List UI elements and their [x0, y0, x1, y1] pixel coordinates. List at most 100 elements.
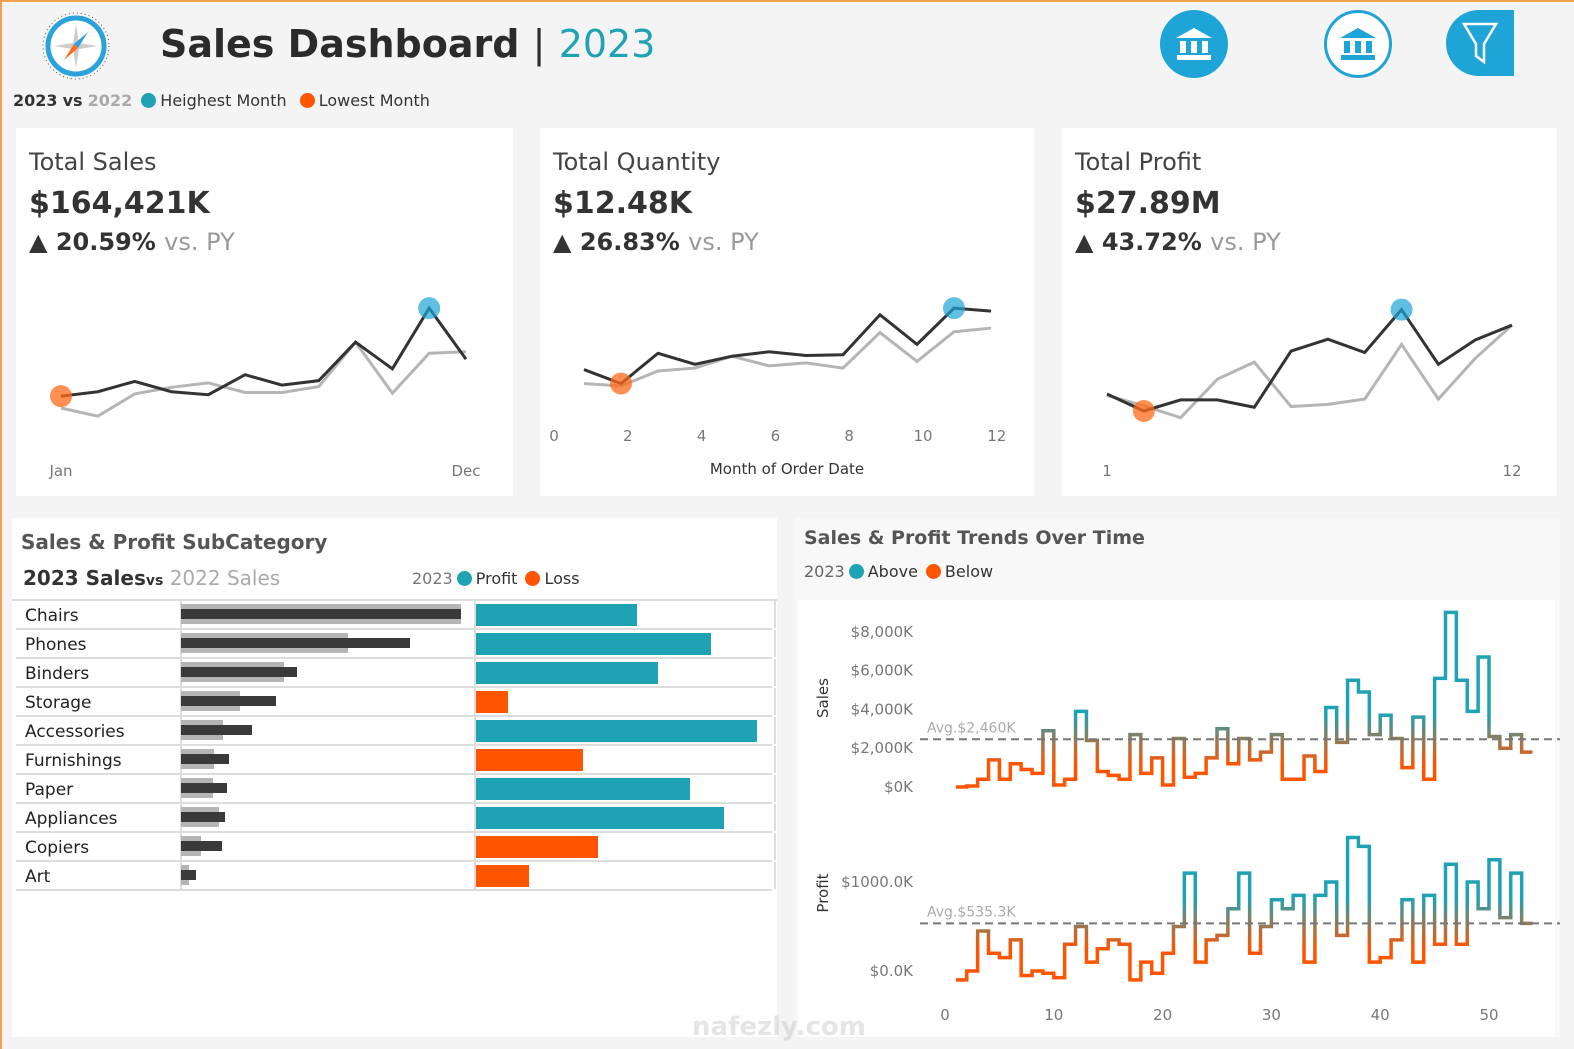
sales-axis-tick: $6,000K — [851, 662, 914, 680]
subcategory-row[interactable]: Copiers — [16, 833, 776, 862]
subcategory-row[interactable]: Paper — [16, 775, 776, 804]
profit-dot-icon — [456, 571, 472, 586]
subcategory-row[interactable]: Binders — [16, 659, 776, 688]
subcategory-label: Appliances — [25, 809, 118, 829]
sales-axis-title: Sales — [814, 678, 832, 718]
legend-below: Below — [944, 562, 994, 581]
watermark: nafezly.com — [692, 1012, 866, 1042]
axis-tick-label: 0 — [549, 427, 559, 445]
subcategory-label: Binders — [25, 664, 90, 684]
axis-tick-label: 12 — [987, 427, 1006, 445]
up-arrow-icon: ▲ — [29, 228, 48, 256]
sales-2023-bar[interactable] — [181, 725, 252, 735]
cur-year-line — [1106, 307, 1513, 413]
filter-icon[interactable] — [1446, 10, 1514, 76]
x-axis-tick: 20 — [1153, 1006, 1172, 1024]
prev-year-line — [1106, 324, 1514, 420]
bank-outline-icon[interactable] — [1324, 10, 1392, 78]
sales-2023-bar[interactable] — [181, 783, 227, 793]
axis-tick-label: 2 — [623, 427, 633, 445]
profit-bar[interactable] — [476, 807, 724, 829]
bank-filled-icon[interactable] — [1160, 10, 1228, 78]
x-axis-tick: 10 — [1044, 1006, 1063, 1024]
legend-profit: Profit — [475, 569, 518, 588]
subcategory-label: Accessories — [25, 722, 125, 742]
sales-2023-bar[interactable] — [181, 696, 276, 706]
loss-bar[interactable] — [476, 749, 583, 771]
below-dot-icon — [925, 564, 941, 579]
sales-axis-tick: $0K — [884, 778, 914, 796]
loss-bar[interactable] — [476, 865, 529, 887]
sales-2023-bar[interactable] — [181, 638, 410, 648]
sales-axis-tick: $2,000K — [851, 739, 914, 757]
subcategory-label: Storage — [25, 693, 92, 713]
subcategory-legend: 2023 Profit Loss — [412, 569, 580, 588]
kpi-sparkline: 1 12 — [1102, 298, 1522, 480]
sales-2023-bar[interactable] — [181, 754, 229, 764]
x-axis-tick: 0 — [940, 1006, 950, 1024]
profit-avg-label: Avg.$535.3K — [927, 904, 1016, 920]
sales-axis-tick: $4,000K — [851, 700, 914, 718]
subcategory-label: Phones — [25, 635, 87, 655]
axis-tick-label: 4 — [697, 427, 707, 445]
profit-bar[interactable] — [476, 633, 711, 655]
kpi-value: $27.89M — [1075, 186, 1221, 221]
subcategory-label: Chairs — [25, 606, 79, 626]
title-year: 2023 — [558, 22, 656, 66]
subcategory-label: Copiers — [25, 838, 90, 858]
kpi-title: Total Quantity — [553, 148, 721, 176]
kpi-vs-label: vs. PY — [1210, 228, 1281, 256]
legend-year: 2023 — [412, 569, 453, 588]
subcategory-subtitle: 2023 Salesvs 2022 Sales — [23, 566, 280, 590]
profit-axis-tick: $0.0K — [870, 962, 914, 980]
subcategory-row[interactable]: Storage — [16, 688, 776, 717]
subcategory-label: Art — [25, 867, 51, 887]
title-text: Sales Dashboard — [160, 22, 520, 66]
profit-bar[interactable] — [476, 662, 658, 684]
profit-bar[interactable] — [476, 604, 637, 626]
kpi-sparkline: 0 2 4 6 8 10 12 Month of Order Date — [549, 297, 1006, 478]
legend-prev-year: 2022 — [87, 91, 133, 110]
kpi-change-value: 43.72% — [1101, 228, 1202, 256]
header-legend: 2023 vs 2022 Heighest Month Lowest Month — [13, 91, 430, 110]
sales-2023-bar[interactable] — [181, 609, 461, 619]
loss-bar[interactable] — [476, 836, 598, 858]
sales-2023-bar[interactable] — [181, 812, 225, 822]
sales-2023-bar[interactable] — [181, 841, 222, 851]
sales-avg-label: Avg.$2,460K — [927, 720, 1016, 736]
kpi-card-profit: Total Profit $27.89M ▲ 43.72% vs. PY 1 12 — [1062, 128, 1557, 496]
x-axis-tick: 40 — [1371, 1006, 1390, 1024]
profit-bar[interactable] — [476, 778, 690, 800]
trends-chart: Avg.$2,460K Avg.$535.3K $8,000K $6,000K $4,0… — [798, 600, 1560, 1037]
x-axis-tick: 30 — [1262, 1006, 1281, 1024]
page-title: Sales Dashboard | 2023 — [160, 22, 655, 66]
sub-prev: 2022 Sales — [169, 566, 281, 590]
axis-tick-label: 8 — [844, 427, 854, 445]
kpi-change: ▲ 43.72% vs. PY — [1075, 228, 1281, 256]
above-dot-icon — [848, 564, 864, 579]
compass-logo-icon — [42, 12, 110, 80]
lowest-month-marker — [610, 372, 632, 395]
sales-2023-bar[interactable] — [181, 870, 196, 880]
subcategory-row[interactable]: Accessories — [16, 717, 776, 746]
axis-tick-label: 6 — [771, 427, 781, 445]
axis-tick-label: 12 — [1502, 462, 1521, 480]
profit-axis-tick: $1000.0K — [841, 873, 914, 891]
kpi-vs-label: vs. PY — [164, 228, 235, 256]
legend-year: 2023 — [804, 562, 845, 581]
subcategory-row[interactable]: Art — [16, 862, 776, 891]
sub-vs: vs — [145, 573, 164, 589]
cur-year-line — [583, 306, 992, 386]
loss-bar[interactable] — [476, 691, 508, 713]
subcategory-row[interactable]: Phones — [16, 630, 776, 659]
legend-highest: Heighest Month — [160, 91, 287, 110]
subcategory-row[interactable]: Appliances — [16, 804, 776, 833]
trends-title: Sales & Profit Trends Over Time — [804, 527, 1145, 549]
subcategory-row[interactable]: Furnishings — [16, 746, 776, 775]
kpi-value: $12.48K — [553, 186, 693, 221]
subcategory-panel: Sales & Profit SubCategory 2023 Salesvs … — [12, 518, 777, 1037]
sales-2023-bar[interactable] — [181, 667, 297, 677]
subcategory-row[interactable]: Chairs — [16, 601, 776, 630]
profit-bar[interactable] — [476, 720, 757, 742]
kpi-change: ▲ 20.59% vs. PY — [29, 228, 235, 256]
